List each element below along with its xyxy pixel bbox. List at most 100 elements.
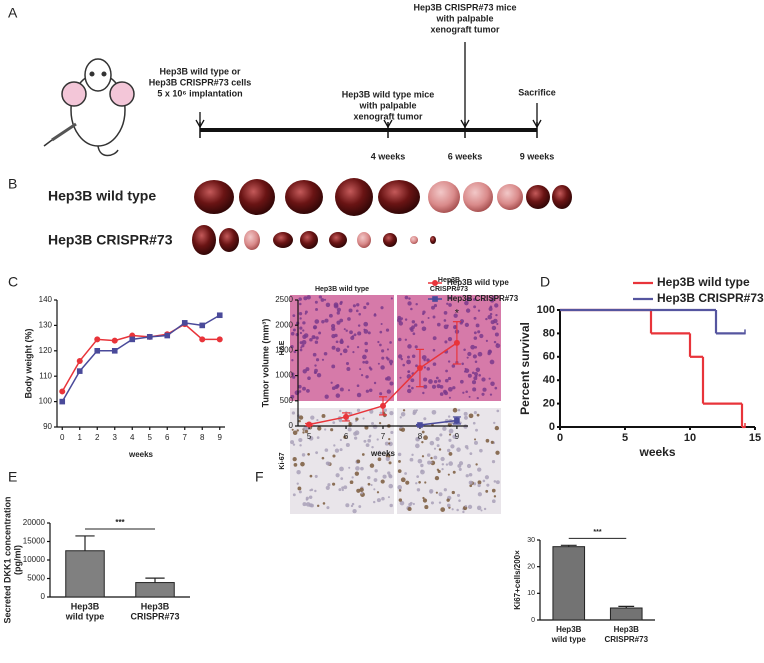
cell-nucleus <box>471 371 475 375</box>
cell-nucleus <box>381 356 385 360</box>
cell-nucleus <box>310 415 315 420</box>
x-tick-label: 6 <box>165 433 170 442</box>
cell-nucleus <box>398 489 402 492</box>
data-point <box>454 417 460 424</box>
panel-label: E <box>8 469 17 485</box>
cell-nucleus <box>416 488 421 492</box>
cell-nucleus <box>480 509 483 512</box>
cell-nucleus <box>407 344 412 349</box>
photo-row-label: Hep3B wild type <box>48 188 156 204</box>
cell-nucleus <box>347 317 351 321</box>
cell-nucleus <box>496 322 499 326</box>
cell-nucleus <box>362 360 366 364</box>
cell-nucleus <box>383 408 387 412</box>
cell-nucleus <box>358 505 362 508</box>
cell-nucleus <box>368 366 372 369</box>
cell-nucleus <box>296 429 299 432</box>
cell-nucleus <box>441 463 445 466</box>
cell-nucleus <box>464 504 468 508</box>
cell-nucleus <box>345 503 350 508</box>
cell-nucleus <box>382 474 387 479</box>
cell-nucleus <box>433 304 438 308</box>
cell-nucleus <box>398 354 403 359</box>
histology-column-label: CRISPR#73 <box>430 286 468 293</box>
cell-nucleus <box>485 317 488 321</box>
cell-nucleus <box>379 330 383 334</box>
cell-nucleus <box>489 393 493 396</box>
cell-nucleus <box>336 384 340 387</box>
cell-nucleus <box>360 466 364 471</box>
data-point <box>216 336 223 343</box>
tumor-photo <box>194 180 234 214</box>
cell-nucleus <box>398 460 401 463</box>
cell-nucleus <box>327 483 331 487</box>
cell-nucleus <box>433 379 438 384</box>
cell-nucleus <box>347 389 351 392</box>
cell-nucleus <box>316 419 319 422</box>
cell-nucleus <box>381 496 385 501</box>
cell-nucleus <box>290 394 295 399</box>
cell-nucleus <box>416 436 421 441</box>
cell-nucleus <box>482 479 486 483</box>
cell-nucleus <box>347 427 352 432</box>
cell-nucleus <box>447 360 451 363</box>
cell-nucleus <box>447 337 453 342</box>
x-tick-label: 9 <box>455 432 460 441</box>
cell-nucleus <box>368 388 373 393</box>
cell-nucleus <box>378 422 382 425</box>
cell-nucleus <box>451 364 456 368</box>
cell-nucleus <box>370 483 373 487</box>
cell-nucleus <box>301 453 306 457</box>
cell-nucleus <box>420 320 424 324</box>
cell-nucleus <box>298 390 302 393</box>
cell-nucleus <box>423 384 428 389</box>
histology-column-label: Hep3B wild type <box>315 286 369 293</box>
cell-nucleus <box>315 451 319 455</box>
cell-nucleus <box>339 448 343 452</box>
cell-nucleus <box>334 448 340 453</box>
cell-nucleus <box>324 428 327 431</box>
y-tick-label: 0 <box>549 421 555 433</box>
cell-nucleus <box>400 317 404 321</box>
cell-nucleus <box>489 359 495 365</box>
cell-nucleus <box>397 469 402 473</box>
cell-nucleus <box>302 329 305 332</box>
cell-nucleus <box>331 334 336 339</box>
cell-nucleus <box>447 386 453 392</box>
cell-nucleus <box>317 426 322 431</box>
cell-nucleus <box>426 453 431 457</box>
cell-nucleus <box>404 472 407 475</box>
cell-nucleus <box>456 447 461 452</box>
cell-nucleus <box>298 419 301 423</box>
cell-nucleus <box>340 477 344 480</box>
cell-nucleus <box>466 296 471 302</box>
cell-nucleus <box>299 326 303 330</box>
cell-nucleus <box>430 456 433 460</box>
tumor-photo <box>526 185 550 209</box>
cell-nucleus <box>359 487 364 492</box>
cell-nucleus <box>491 488 496 493</box>
cell-nucleus <box>388 359 394 364</box>
panel-label: B <box>8 176 17 192</box>
data-point <box>94 348 101 354</box>
tumor-photo <box>329 232 347 248</box>
cell-nucleus <box>336 307 342 312</box>
cell-nucleus <box>302 369 307 374</box>
cell-nucleus <box>365 389 370 393</box>
y-tick-label: 120 <box>39 346 53 355</box>
y-tick-label: 0 <box>41 592 46 601</box>
event-text: Hep3B CRISPR#73 cells <box>149 77 252 87</box>
cell-nucleus <box>417 458 423 464</box>
cell-nucleus <box>380 306 384 310</box>
cell-nucleus <box>339 438 342 442</box>
y-tick-label: 100 <box>537 304 555 316</box>
cell-nucleus <box>339 353 343 356</box>
cell-nucleus <box>466 356 469 359</box>
event-text: 5 x 10⁶ implantation <box>157 88 242 98</box>
cell-nucleus <box>435 436 440 442</box>
cell-nucleus <box>336 320 341 325</box>
data-point <box>199 336 206 343</box>
cell-nucleus <box>423 366 426 369</box>
cell-nucleus <box>299 341 303 345</box>
cell-nucleus <box>373 313 377 317</box>
